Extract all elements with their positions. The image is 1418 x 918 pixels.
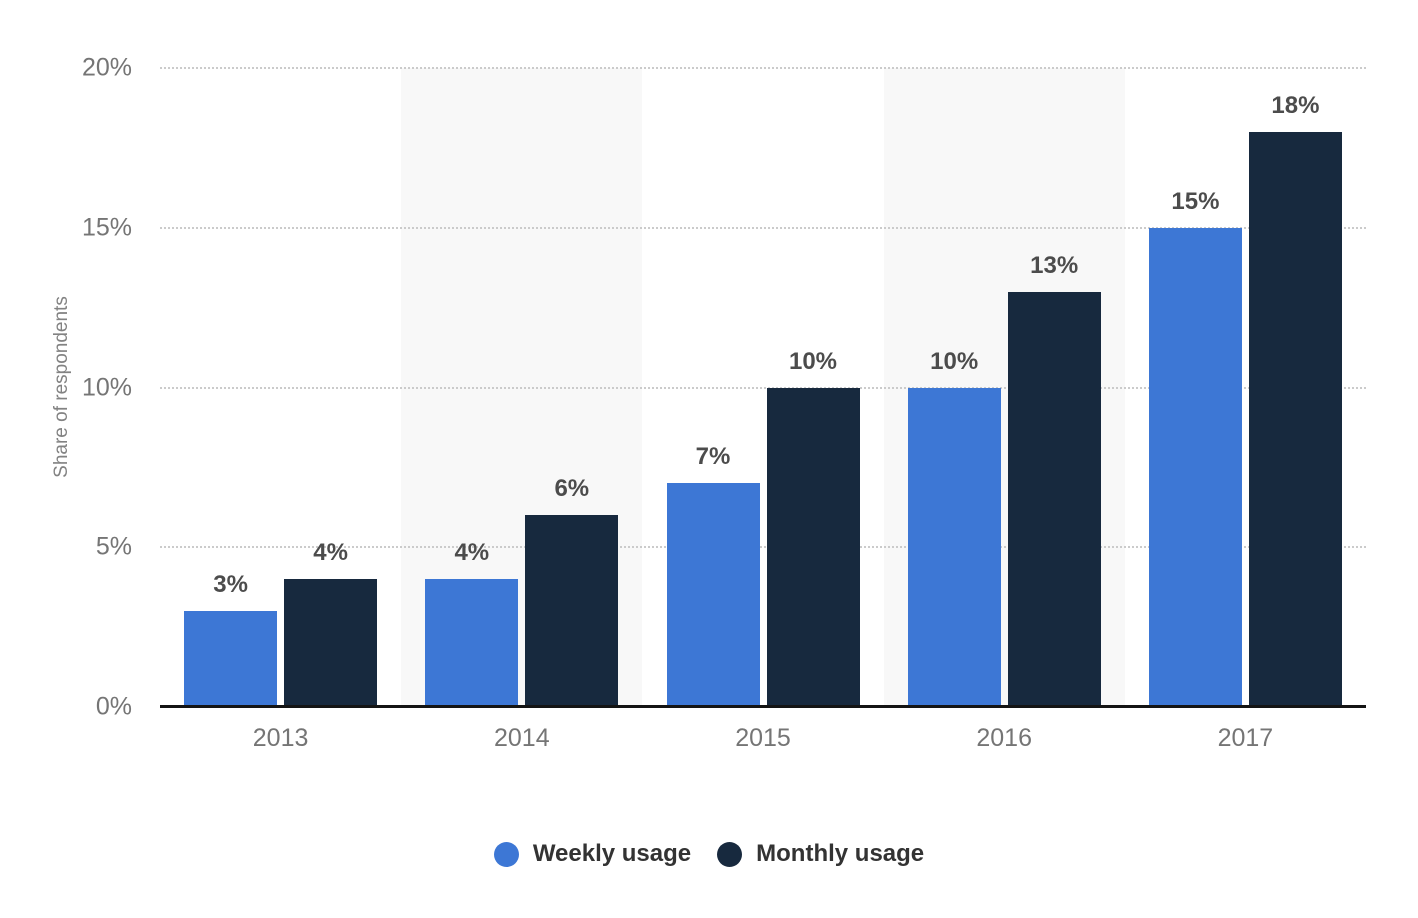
legend-label-weekly-usage: Weekly usage: [532, 840, 692, 867]
x-axis-line: [160, 705, 1366, 708]
legend-item-monthly-usage[interactable]: Monthly usage: [717, 840, 924, 868]
y-axis-tick-label: 20%: [81, 53, 132, 82]
y-axis-tick-label: 10%: [81, 373, 132, 401]
gridline-15%: [160, 226, 1366, 229]
x-axis-label-2017: 2017: [1217, 724, 1274, 752]
value-label-weekly-usage-2015: 7%: [695, 443, 731, 471]
bar-monthly-usage-2013[interactable]: [284, 579, 378, 707]
y-axis-tick-label: 0%: [95, 692, 132, 721]
y-axis-tick-label: 15%: [81, 213, 132, 242]
bar-weekly-usage-2014[interactable]: [425, 579, 519, 707]
value-label-monthly-usage-2015: 10%: [788, 347, 838, 375]
bar-monthly-usage-2014[interactable]: [525, 515, 619, 707]
y-axis-tick-label: 5%: [95, 532, 132, 561]
value-label-weekly-usage-2013: 3%: [213, 571, 248, 599]
x-axis-label-2014: 2014: [493, 724, 550, 752]
monthly-usage-dot-icon: [717, 841, 743, 867]
value-label-monthly-usage-2013: 4%: [313, 539, 348, 567]
x-axis-label-2015: 2015: [735, 724, 791, 752]
value-label-weekly-usage-2017: 15%: [1171, 187, 1220, 215]
legend-label-monthly-usage: Monthly usage: [756, 840, 925, 867]
gridline-10%: [160, 386, 1366, 389]
bar-weekly-usage-2015[interactable]: [666, 483, 760, 707]
bar-monthly-usage-2017[interactable]: [1248, 131, 1342, 707]
gridline-20%: [160, 67, 1366, 69]
value-label-monthly-usage-2017: 18%: [1271, 91, 1320, 119]
plot-area: 0% 5% 10% 15% 20% 2013 3% 4% 2014 4% 6% 2015 7% 10% 20…: [82, 54, 1366, 752]
bar-monthly-usage-2015[interactable]: [766, 387, 860, 707]
value-label-monthly-usage-2016: 13%: [1030, 251, 1079, 279]
legend-item-weekly-usage[interactable]: Weekly usage: [493, 840, 692, 868]
value-label-weekly-usage-2014: 4%: [454, 539, 490, 567]
bar-weekly-usage-2017[interactable]: [1148, 227, 1242, 707]
bar-monthly-usage-2016[interactable]: [1007, 291, 1101, 707]
bar-weekly-usage-2013[interactable]: [184, 611, 278, 707]
value-label-weekly-usage-2016: 10%: [930, 347, 979, 375]
weekly-usage-dot-icon: [493, 841, 519, 867]
y-axis-title: Share of respondents: [51, 296, 72, 478]
bar-weekly-usage-2016[interactable]: [907, 387, 1001, 707]
x-axis-label-2016: 2016: [976, 724, 1032, 752]
legend: Weekly usage Monthly usage: [0, 840, 1418, 868]
x-axis-label-2013: 2013: [252, 724, 309, 752]
gridline-5%: [160, 546, 1366, 549]
value-label-monthly-usage-2014: 6%: [554, 475, 590, 503]
